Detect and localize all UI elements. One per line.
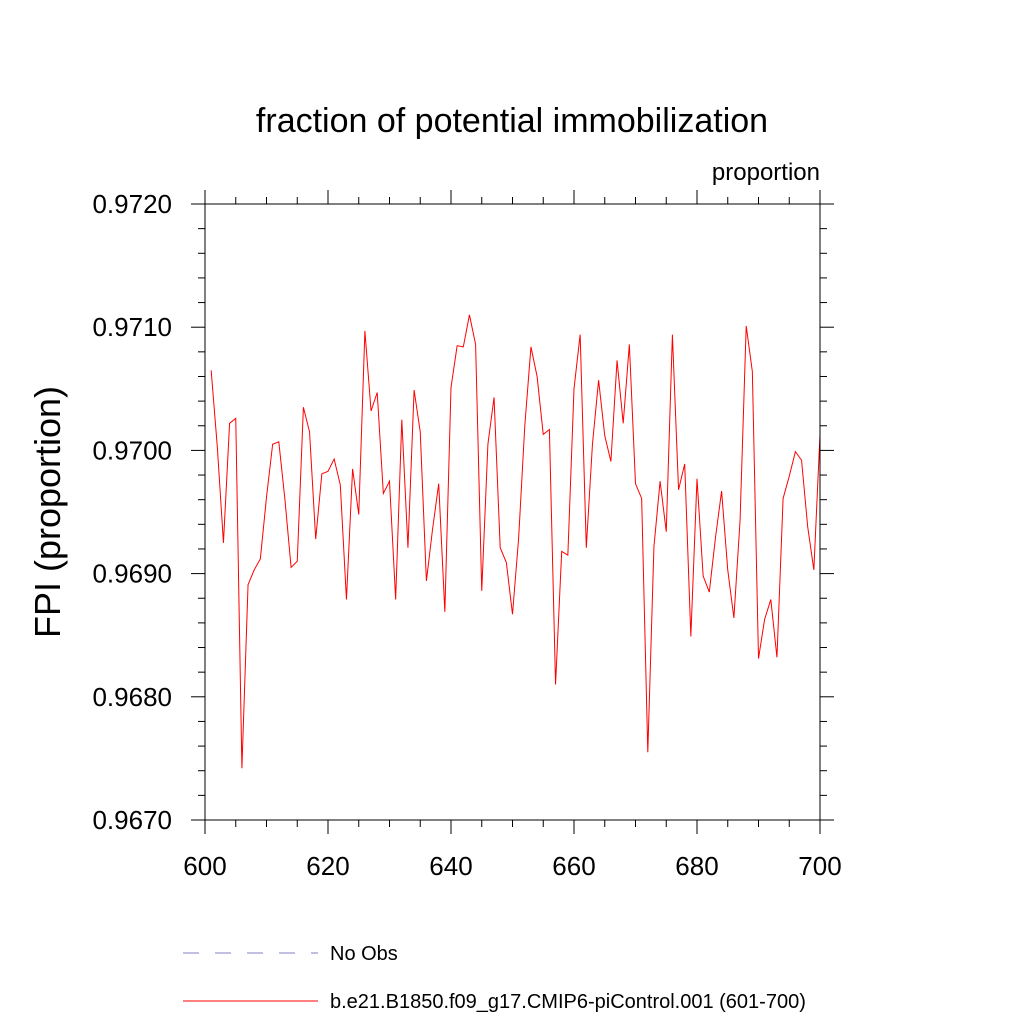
plot-frame	[204, 203, 821, 821]
legend-label-1: b.e21.B1850.f09_g17.CMIP6-piControl.001 …	[330, 991, 806, 1013]
y-tick-label: 0.9680	[92, 682, 172, 712]
legend-label-0: No Obs	[330, 943, 398, 965]
y-tick-label: 0.9690	[92, 559, 172, 589]
x-tick-label: 700	[798, 851, 841, 881]
series-line-0	[210, 314, 821, 769]
x-tick-label: 640	[429, 851, 472, 881]
x-tick-label: 660	[552, 851, 595, 881]
y-tick-label: 0.9710	[92, 312, 172, 342]
y-axis-label: FPI (proportion)	[27, 386, 68, 638]
x-tick-label: 620	[306, 851, 349, 881]
axes: 600 620 640 660 680 700 0.9670 0.9680 0.9690 0.97…	[92, 189, 841, 881]
chart-subtitle: proportion	[712, 159, 820, 186]
chart-title: fraction of potential immobilization	[256, 102, 768, 140]
legend: No Obs b.e21.B1850.f09_g17.CMIP6-piContro…	[183, 943, 806, 1013]
plot-area	[210, 314, 821, 769]
y-tick-label: 0.9720	[92, 189, 172, 219]
y-tick-label: 0.9700	[92, 435, 172, 465]
y-tick-label: 0.9670	[92, 805, 172, 835]
x-tick-label: 600	[183, 851, 226, 881]
x-tick-label: 680	[675, 851, 718, 881]
